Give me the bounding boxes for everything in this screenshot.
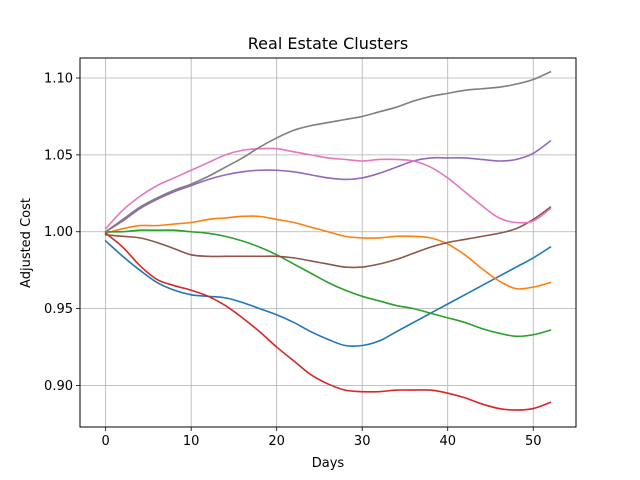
x-tick-label: 40 xyxy=(439,434,456,449)
x-tick-label: 50 xyxy=(525,434,542,449)
y-tick-label: 1.00 xyxy=(44,225,73,240)
series-line-1 xyxy=(104,239,552,347)
y-axis-title: Adjusted Cost xyxy=(19,198,34,288)
x-tick-label: 30 xyxy=(354,434,371,449)
x-tick-label: 20 xyxy=(268,434,285,449)
x-axis-title: Days xyxy=(312,456,345,471)
x-tick-label: 0 xyxy=(102,434,110,449)
series-line-5 xyxy=(104,139,552,233)
y-tick-label: 1.10 xyxy=(44,71,73,86)
y-tick-label: 1.05 xyxy=(44,148,73,163)
x-tick-label: 10 xyxy=(183,434,200,449)
axis-ticks: 0 10 20 30 40 50 0.90 0.95 1.00 1.05 1.10 xyxy=(44,71,541,449)
series-line-3 xyxy=(104,229,552,338)
series-line-8 xyxy=(104,70,552,233)
plot-frame xyxy=(79,57,577,428)
y-tick-label: 0.90 xyxy=(44,379,73,394)
series-line-7 xyxy=(104,147,552,230)
series-line-4 xyxy=(104,232,552,411)
series-line-2 xyxy=(104,215,552,290)
series-lines xyxy=(104,70,552,411)
y-tick-label: 0.95 xyxy=(44,302,73,317)
series-line-6 xyxy=(104,206,552,269)
chart-title: Real Estate Clusters xyxy=(248,34,408,53)
